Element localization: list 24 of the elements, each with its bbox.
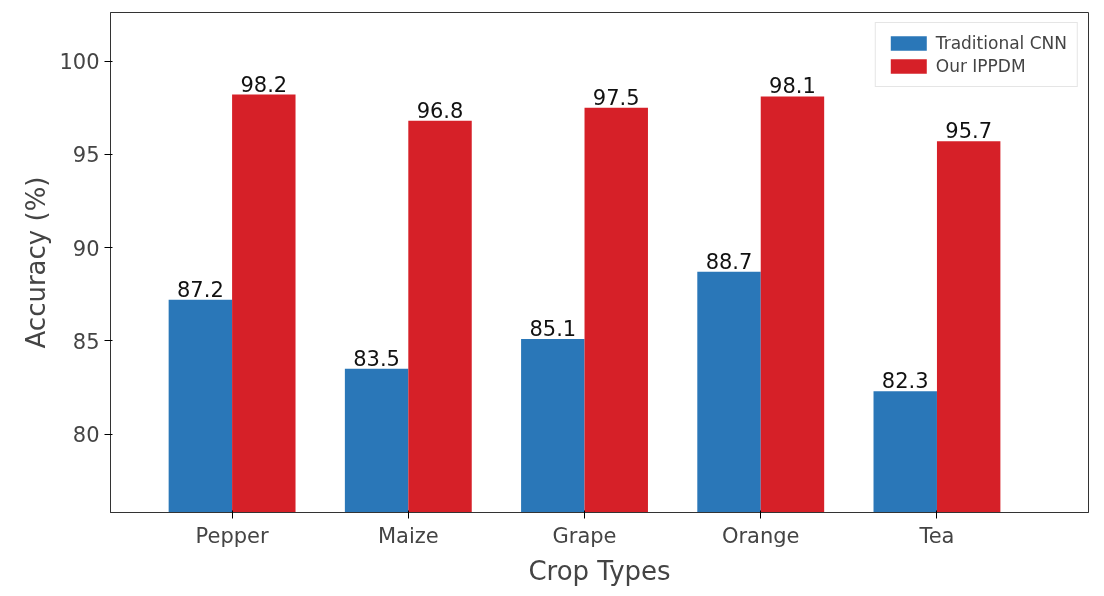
data-label: 85.1 [529, 316, 577, 341]
y-tick-label: 80 [72, 423, 100, 448]
legend-label: Our IPPDM [935, 56, 1026, 76]
y-tick-label: 100 [59, 50, 100, 75]
x-tick-label: Maize [377, 523, 439, 548]
x-tick-label: Tea [918, 523, 955, 548]
data-label: 87.2 [176, 277, 224, 302]
data-label: 98.1 [769, 74, 816, 99]
y-tick-label: 90 [72, 236, 100, 261]
legend-label: Traditional CNN [935, 33, 1067, 53]
y-axis-title: Accuracy (%) [21, 176, 52, 349]
x-tick-label: Grape [552, 523, 617, 548]
data-label: 96.8 [416, 98, 464, 123]
data-label: 98.2 [240, 72, 288, 97]
x-axis-title: Crop Types [528, 555, 671, 586]
y-tick-label: 95 [72, 143, 100, 168]
data-label: 82.3 [881, 369, 929, 394]
x-tick-label: Pepper [195, 523, 269, 548]
data-label: 97.5 [592, 85, 640, 110]
y-tick-label: 85 [72, 329, 100, 354]
data-label: 88.7 [705, 249, 753, 274]
data-label: 95.7 [945, 119, 993, 144]
x-tick-label: Orange [721, 523, 800, 548]
data-label: 83.5 [353, 346, 400, 371]
